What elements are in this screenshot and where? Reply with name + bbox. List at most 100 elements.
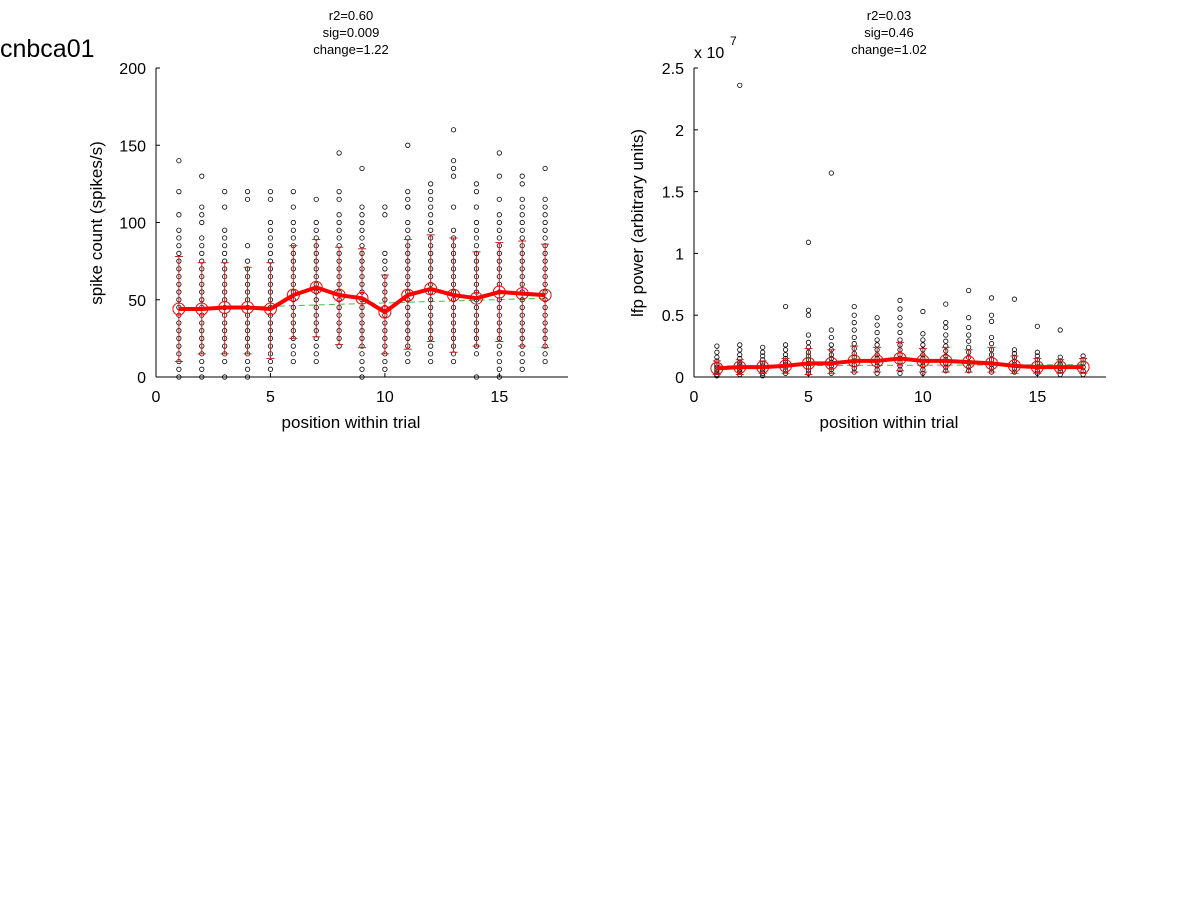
data-point	[737, 342, 743, 348]
data-point	[336, 189, 342, 195]
data-point	[805, 312, 812, 318]
data-point	[519, 366, 525, 372]
mean-marker	[939, 354, 953, 368]
data-point	[920, 331, 926, 337]
data-point	[222, 227, 228, 233]
stats-line-r2: r2=0.03	[867, 8, 911, 23]
mean-marker	[893, 351, 907, 365]
mean-marker	[218, 300, 232, 314]
data-point	[290, 227, 296, 233]
mean-marker	[801, 356, 815, 370]
lfp-power-panel: r2=0.03 sig=0.46 change=1.02 position wi…	[628, 8, 1106, 432]
data-point	[473, 351, 480, 357]
data-point	[176, 158, 182, 164]
data-point	[199, 212, 205, 218]
data-point	[359, 366, 365, 372]
mean-marker	[1076, 360, 1090, 374]
data-point	[244, 196, 251, 202]
data-point	[542, 235, 548, 241]
data-point	[336, 212, 342, 218]
data-point	[359, 165, 365, 172]
data-point	[382, 266, 388, 272]
data-point	[519, 358, 525, 365]
data-point	[176, 227, 182, 233]
data-point	[966, 287, 972, 294]
data-point	[519, 196, 525, 202]
data-point	[267, 227, 274, 233]
data-point	[359, 351, 365, 357]
data-point	[222, 250, 228, 256]
data-point	[199, 250, 205, 256]
stats-line-r2: r2=0.60	[329, 8, 373, 23]
data-point	[176, 212, 182, 218]
data-point	[359, 212, 365, 218]
x-tick-label: 0	[690, 389, 699, 406]
data-point	[1057, 327, 1063, 333]
data-point	[450, 165, 457, 172]
data-point	[943, 301, 949, 307]
data-point	[473, 374, 480, 380]
data-point	[805, 239, 812, 245]
data-point	[473, 181, 480, 187]
data-point	[966, 344, 972, 350]
data-point	[966, 315, 972, 321]
data-point	[988, 334, 995, 341]
data-point	[760, 353, 766, 359]
data-point	[428, 343, 434, 349]
data-point	[988, 318, 995, 324]
stats-line-sig: sig=0.009	[323, 25, 380, 40]
data-point	[405, 227, 411, 233]
y-tick-label: 0.5	[662, 308, 684, 325]
y-tick-label: 2.5	[662, 61, 684, 78]
data-point	[176, 189, 182, 195]
data-point	[966, 338, 972, 344]
data-point	[496, 366, 502, 372]
data-point	[405, 351, 411, 357]
data-point	[222, 235, 228, 241]
data-point	[828, 170, 834, 176]
data-point	[519, 181, 525, 187]
x-tick-label: 15	[1028, 389, 1046, 406]
data-point	[851, 334, 857, 341]
data-point	[244, 258, 251, 264]
data-point	[267, 189, 274, 195]
x-tick-label: 10	[914, 389, 932, 406]
spike-count-panel: r2=0.60 sig=0.009 change=1.22 position w…	[87, 8, 568, 432]
mean-marker	[847, 354, 861, 368]
data-point	[290, 235, 296, 241]
mean-marker	[469, 291, 483, 305]
stats-line-change: change=1.22	[313, 42, 389, 57]
plot-area: 0 5 10 15 0 0.5 1 1.5 2 2.5	[662, 61, 1106, 406]
mean-marker	[985, 356, 999, 370]
data-point	[714, 354, 720, 360]
data-point	[851, 320, 857, 326]
mean-marker	[870, 354, 884, 368]
data-point	[496, 358, 502, 365]
data-point	[382, 366, 388, 372]
data-point	[874, 315, 880, 321]
x-axis-label: position within trial	[820, 413, 959, 432]
mean-marker	[378, 305, 392, 319]
y-scale-exponent: 7	[730, 34, 737, 48]
data-point	[428, 204, 434, 210]
mean-marker	[1053, 360, 1067, 374]
data-point	[542, 219, 548, 226]
data-point	[222, 358, 228, 365]
data-point	[428, 358, 434, 365]
y-tick-label: 100	[119, 216, 146, 233]
data-point	[199, 219, 205, 226]
data-point	[199, 366, 205, 372]
data-point	[782, 352, 789, 358]
data-point	[290, 204, 296, 210]
data-point	[828, 334, 834, 341]
data-point	[359, 227, 365, 233]
data-point	[519, 204, 525, 210]
data-point	[405, 142, 411, 148]
x-tick-label: 5	[266, 389, 275, 406]
data-point	[496, 196, 502, 202]
data-point	[450, 158, 457, 164]
mean-marker	[332, 288, 346, 302]
data-point	[920, 308, 926, 315]
data-point	[828, 327, 834, 333]
x-axis-label: position within trial	[282, 413, 421, 432]
